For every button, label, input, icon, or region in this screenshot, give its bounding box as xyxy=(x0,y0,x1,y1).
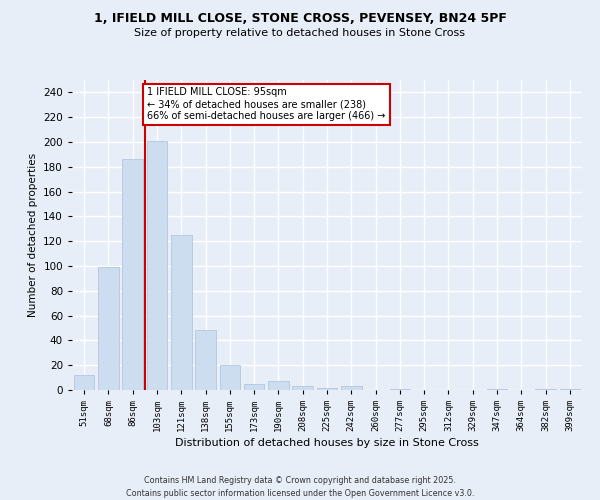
Bar xyxy=(122,160,143,390)
Text: Size of property relative to detached houses in Stone Cross: Size of property relative to detached ho… xyxy=(134,28,466,38)
Bar xyxy=(341,386,362,390)
Bar xyxy=(535,389,556,390)
Text: 1 IFIELD MILL CLOSE: 95sqm
← 34% of detached houses are smaller (238)
66% of sem: 1 IFIELD MILL CLOSE: 95sqm ← 34% of deta… xyxy=(147,88,386,120)
Bar xyxy=(317,388,337,390)
Bar xyxy=(389,389,410,390)
X-axis label: Distribution of detached houses by size in Stone Cross: Distribution of detached houses by size … xyxy=(175,438,479,448)
Bar xyxy=(171,235,191,390)
Bar xyxy=(220,365,240,390)
Bar xyxy=(244,384,265,390)
Bar xyxy=(560,389,580,390)
Bar xyxy=(195,330,216,390)
Bar xyxy=(487,389,508,390)
Bar xyxy=(146,141,167,390)
Text: 1, IFIELD MILL CLOSE, STONE CROSS, PEVENSEY, BN24 5PF: 1, IFIELD MILL CLOSE, STONE CROSS, PEVEN… xyxy=(94,12,506,26)
Bar xyxy=(268,382,289,390)
Text: Contains HM Land Registry data © Crown copyright and database right 2025.
Contai: Contains HM Land Registry data © Crown c… xyxy=(126,476,474,498)
Bar xyxy=(292,386,313,390)
Bar xyxy=(98,267,119,390)
Y-axis label: Number of detached properties: Number of detached properties xyxy=(28,153,38,317)
Bar xyxy=(74,375,94,390)
